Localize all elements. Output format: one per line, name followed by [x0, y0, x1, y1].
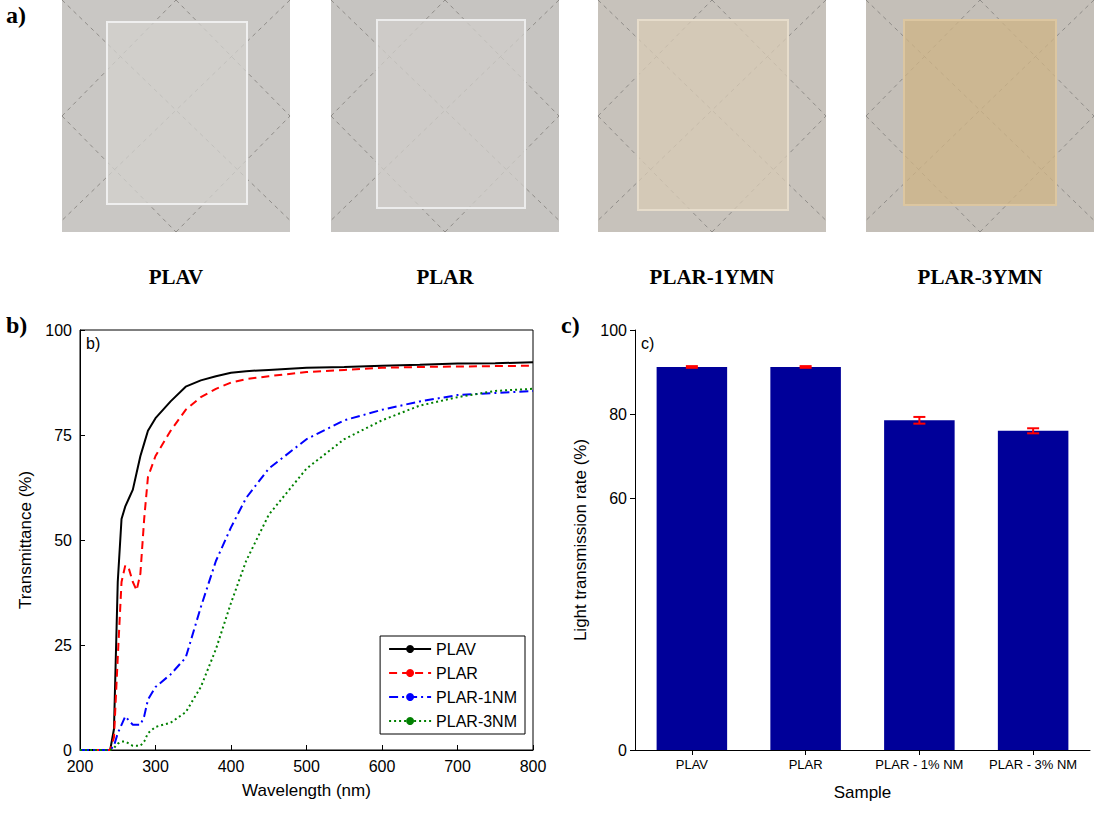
svg-text:60: 60: [609, 490, 627, 507]
svg-text:500: 500: [293, 758, 320, 775]
svg-text:Light transmission rate (%): Light transmission rate (%): [571, 439, 590, 641]
html-text:b): b): [6, 312, 28, 338]
svg-text:PLAR - 1% NM: PLAR - 1% NM: [875, 757, 963, 772]
svg-text:c): c): [641, 335, 654, 352]
svg-text:PLAR: PLAR: [416, 265, 474, 289]
svg-text:PLAR-1YMN: PLAR-1YMN: [650, 265, 775, 289]
svg-text:PLAV: PLAV: [436, 641, 476, 658]
svg-text:100: 100: [600, 322, 627, 339]
svg-text:Wavelength (nm): Wavelength (nm): [242, 781, 371, 800]
svg-text:700: 700: [444, 758, 471, 775]
svg-text:25: 25: [54, 637, 72, 654]
svg-text:0: 0: [618, 742, 627, 759]
svg-text:50: 50: [54, 532, 72, 549]
svg-text:PLAV: PLAV: [676, 757, 709, 772]
svg-text:PLAR-1NM: PLAR-1NM: [436, 689, 517, 706]
svg-text:75: 75: [54, 427, 72, 444]
svg-text:PLAR - 3% NM: PLAR - 3% NM: [989, 757, 1077, 772]
svg-text:PLAR-3NM: PLAR-3NM: [436, 713, 517, 730]
svg-text:800: 800: [520, 758, 547, 775]
svg-text:Transmittance (%): Transmittance (%): [16, 471, 35, 609]
svg-text:0: 0: [63, 742, 72, 759]
svg-text:PLAR-3YMN: PLAR-3YMN: [918, 265, 1043, 289]
svg-text:300: 300: [142, 758, 169, 775]
svg-text:b): b): [86, 335, 100, 352]
svg-text:100: 100: [45, 322, 72, 339]
html-text:c): c): [561, 312, 580, 338]
svg-text:PLAV: PLAV: [149, 265, 203, 289]
svg-text:Sample: Sample: [834, 783, 892, 802]
svg-text:80: 80: [609, 406, 627, 423]
svg-text:600: 600: [369, 758, 396, 775]
svg-text:200: 200: [67, 758, 94, 775]
svg-text:PLAR: PLAR: [436, 665, 478, 682]
html-text:a): a): [6, 2, 26, 28]
svg-text:PLAR: PLAR: [789, 757, 823, 772]
svg-text:400: 400: [218, 758, 245, 775]
